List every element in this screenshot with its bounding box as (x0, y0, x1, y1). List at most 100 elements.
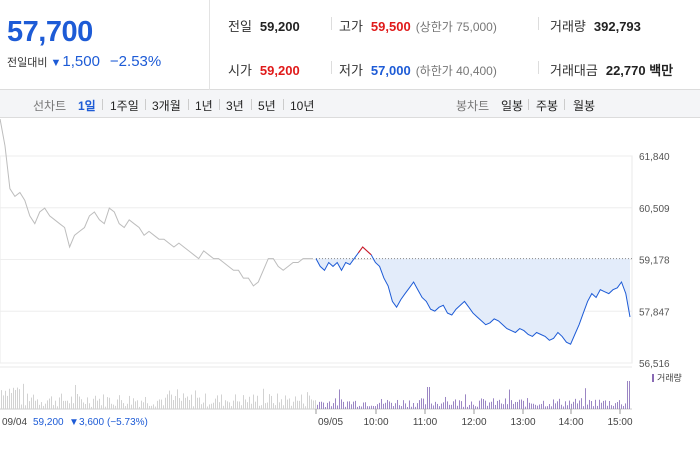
volume-bar (533, 403, 534, 409)
stat-label: 고가 (339, 19, 363, 34)
volume-legend: 거래량 (657, 372, 682, 383)
volume-bar (223, 405, 224, 409)
volume-bar (113, 404, 114, 409)
volume-bar (143, 402, 144, 409)
volume-bar (131, 404, 132, 409)
volume-bar (437, 403, 438, 409)
volume-bar (495, 404, 496, 409)
volume-bar (233, 400, 234, 409)
volume-bar (429, 387, 430, 409)
volume-bar (33, 394, 34, 409)
volume-bar (227, 401, 228, 409)
volume-bar (107, 397, 108, 409)
volume-bar (319, 401, 320, 409)
volume-bar (369, 406, 370, 409)
x-time-label: 11:00 (413, 417, 438, 428)
volume-bar (231, 406, 232, 409)
volume-bar (259, 405, 260, 409)
volume-bar (51, 396, 52, 409)
volume-bar (515, 401, 516, 409)
volume-bar (405, 403, 406, 409)
volume-bar (3, 395, 4, 409)
volume-bar (161, 399, 162, 409)
x-time-label: 12:00 (461, 417, 486, 428)
volume-bar (477, 406, 478, 409)
volume-bar (403, 400, 404, 409)
volume-bar (565, 401, 566, 409)
volume-bar (383, 403, 384, 409)
volume-bar (197, 397, 198, 409)
tab-3y[interactable]: 3년 (226, 99, 244, 113)
volume-bar (111, 403, 112, 409)
tab-1y[interactable]: 1년 (195, 99, 213, 113)
upper-limit: (상한가 75,000) (415, 20, 497, 34)
tab-daily[interactable]: 일봉 (501, 99, 524, 113)
volume-bar (7, 395, 8, 409)
volume-bars (1, 381, 630, 409)
volume-bar (269, 394, 270, 409)
volume-bar (31, 397, 32, 409)
volume-bar (339, 389, 340, 409)
volume-bar (503, 404, 504, 409)
volume-bar (97, 400, 98, 409)
stat-label: 전일 (228, 19, 252, 34)
volume-bar (491, 401, 492, 409)
volume-bar (443, 402, 444, 409)
volume-bar (83, 402, 84, 409)
volume-bar (175, 395, 176, 409)
volume-bar (483, 399, 484, 409)
volume-bar (587, 404, 588, 409)
volume-bar (189, 399, 190, 409)
stat-low: 저가 57,000 (하한가 40,400) (339, 60, 497, 79)
volume-bar (13, 387, 14, 409)
volume-bar (555, 403, 556, 409)
volume-bar (553, 399, 554, 409)
divider (102, 99, 103, 110)
divider (331, 17, 332, 30)
series-line-09-04 (0, 119, 313, 287)
stat-value: 22,770 백만 (605, 63, 674, 78)
volume-bar (81, 399, 82, 409)
volume-bar (9, 388, 10, 409)
stat-value: 57,000 (370, 63, 411, 78)
volume-bar (427, 387, 428, 409)
tab-weekly[interactable]: 주봉 (536, 99, 559, 113)
volume-bar (317, 404, 318, 409)
volume-bar (363, 402, 364, 409)
tab-5y[interactable]: 5년 (258, 99, 276, 113)
volume-bar (283, 405, 284, 409)
x-time-label: 10:00 (363, 417, 388, 428)
volume-bar (21, 404, 22, 409)
volume-bar (205, 393, 206, 409)
volume-bar (215, 398, 216, 409)
volume-bar (315, 400, 316, 409)
volume-bar (75, 384, 76, 409)
volume-bar (453, 401, 454, 409)
tab-1d[interactable]: 1일 (78, 99, 96, 113)
volume-bar (195, 390, 196, 409)
tab-monthly[interactable]: 월봉 (573, 99, 596, 113)
current-price: 57,700 (7, 16, 93, 48)
volume-bar (169, 390, 170, 409)
volume-bar (401, 406, 402, 409)
volume-bar (41, 402, 42, 409)
volume-bar (411, 406, 412, 409)
tab-3m[interactable]: 3개월 (152, 99, 181, 113)
volume-bar (225, 400, 226, 409)
volume-bar (327, 402, 328, 409)
volume-bar (163, 405, 164, 409)
volume-bar (313, 400, 314, 409)
volume-bar (191, 394, 192, 409)
volume-bar (153, 404, 154, 409)
volume-bar (139, 406, 140, 409)
tab-1w[interactable]: 1주일 (110, 99, 139, 113)
volume-bar (221, 394, 222, 409)
volume-bar (441, 403, 442, 409)
volume-bar (541, 403, 542, 409)
volume-bar (79, 396, 80, 409)
volume-bar (35, 400, 36, 409)
tab-10y[interactable]: 10년 (290, 99, 315, 113)
volume-bar (539, 404, 540, 409)
volume-bar (461, 401, 462, 409)
volume-bar (629, 381, 630, 409)
